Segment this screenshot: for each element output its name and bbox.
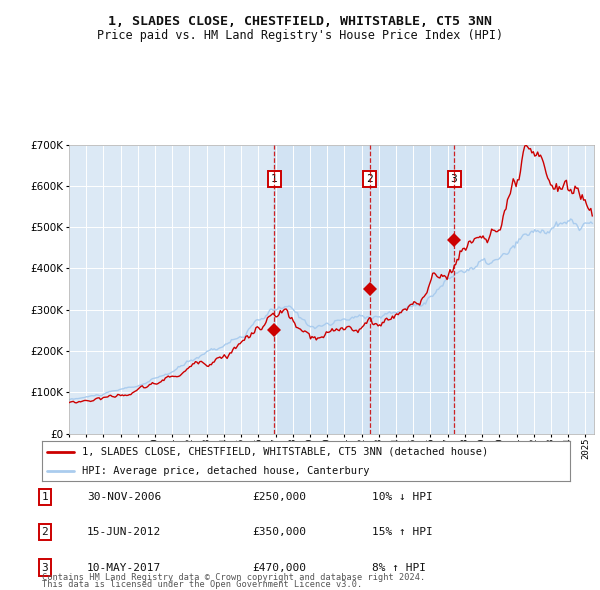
Text: 3: 3 <box>41 563 49 572</box>
Text: 8% ↑ HPI: 8% ↑ HPI <box>372 563 426 572</box>
Text: 1: 1 <box>271 174 278 184</box>
Text: HPI: Average price, detached house, Canterbury: HPI: Average price, detached house, Cant… <box>82 466 369 476</box>
Text: 1, SLADES CLOSE, CHESTFIELD, WHITSTABLE, CT5 3NN: 1, SLADES CLOSE, CHESTFIELD, WHITSTABLE,… <box>108 15 492 28</box>
Text: 15-JUN-2012: 15-JUN-2012 <box>87 527 161 537</box>
Text: 1: 1 <box>41 492 49 502</box>
Text: 2: 2 <box>41 527 49 537</box>
Text: £250,000: £250,000 <box>252 492 306 502</box>
Text: £350,000: £350,000 <box>252 527 306 537</box>
Text: 2: 2 <box>366 174 373 184</box>
Text: 10% ↓ HPI: 10% ↓ HPI <box>372 492 433 502</box>
Text: 1, SLADES CLOSE, CHESTFIELD, WHITSTABLE, CT5 3NN (detached house): 1, SLADES CLOSE, CHESTFIELD, WHITSTABLE,… <box>82 447 488 457</box>
Text: 30-NOV-2006: 30-NOV-2006 <box>87 492 161 502</box>
Text: 3: 3 <box>451 174 457 184</box>
Bar <box>274 145 454 434</box>
Text: £470,000: £470,000 <box>252 563 306 572</box>
Text: 15% ↑ HPI: 15% ↑ HPI <box>372 527 433 537</box>
Text: This data is licensed under the Open Government Licence v3.0.: This data is licensed under the Open Gov… <box>42 581 362 589</box>
Text: Contains HM Land Registry data © Crown copyright and database right 2024.: Contains HM Land Registry data © Crown c… <box>42 573 425 582</box>
Text: 10-MAY-2017: 10-MAY-2017 <box>87 563 161 572</box>
Text: Price paid vs. HM Land Registry's House Price Index (HPI): Price paid vs. HM Land Registry's House … <box>97 30 503 42</box>
